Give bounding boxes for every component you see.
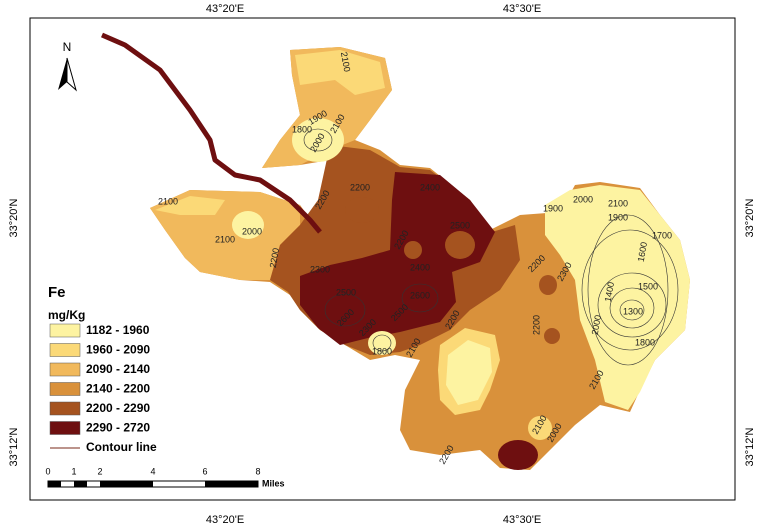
scale-segment bbox=[74, 481, 87, 487]
contour-label: 1700 bbox=[652, 230, 672, 240]
scale-segment bbox=[48, 481, 61, 487]
legend: Fe mg/Kg 1182 - 1960 1960 - 2090 2090 - 21… bbox=[48, 284, 157, 454]
legend-swatch bbox=[49, 343, 81, 357]
region bbox=[232, 211, 264, 239]
legend-swatch bbox=[49, 362, 81, 377]
scale-unit: Miles bbox=[262, 478, 285, 488]
region bbox=[155, 50, 385, 215]
longitude-label: 43°20'E bbox=[206, 514, 244, 526]
contour-label: 2100 bbox=[608, 198, 628, 208]
scale-segment bbox=[100, 481, 153, 487]
contour-label: 1900 bbox=[608, 212, 628, 222]
latitude-label: 33°20'N bbox=[744, 198, 756, 237]
legend-label: 1182 - 1960 bbox=[86, 323, 150, 337]
region bbox=[300, 172, 495, 345]
region bbox=[528, 416, 552, 440]
latitude-label: 33°12'N bbox=[744, 427, 756, 466]
legend-title: Fe bbox=[48, 284, 66, 301]
contour-label: 1500 bbox=[638, 281, 658, 291]
contour-label: 1800 bbox=[635, 337, 655, 347]
legend-label: Contour line bbox=[86, 440, 157, 454]
region bbox=[498, 440, 538, 470]
longitude-label: 43°20'E bbox=[206, 3, 244, 15]
contour-label: 2000 bbox=[573, 194, 593, 204]
contour-label: 2500 bbox=[336, 287, 356, 297]
longitude-label: 43°30'E bbox=[503, 514, 541, 526]
region bbox=[445, 231, 475, 259]
contour-label: 2200 bbox=[531, 315, 541, 335]
legend-swatch bbox=[49, 323, 81, 338]
contour-label: 2600 bbox=[410, 290, 430, 300]
contour-label: 1400 bbox=[603, 281, 616, 302]
surface-map bbox=[150, 47, 690, 470]
latitude-label: 33°20'N bbox=[8, 198, 20, 237]
north-label: N bbox=[63, 40, 72, 54]
contour-label: 2500 bbox=[450, 220, 470, 230]
scale-tick-label: 4 bbox=[150, 466, 155, 476]
region bbox=[539, 275, 557, 295]
region bbox=[292, 118, 344, 162]
contour-label: 1900 bbox=[543, 203, 563, 213]
scale-tick-label: 1 bbox=[71, 466, 76, 476]
longitude-label: 43°30'E bbox=[503, 3, 541, 15]
contour-label: 1300 bbox=[623, 306, 643, 316]
contour-label: 2100 bbox=[158, 196, 178, 206]
legend-label: 2090 - 2140 bbox=[86, 362, 150, 376]
scale-tick-label: 6 bbox=[202, 466, 207, 476]
contour-label: 2400 bbox=[420, 182, 440, 192]
contour-label: 2400 bbox=[410, 262, 430, 272]
scale-tick-label: 8 bbox=[255, 466, 260, 476]
legend-swatch bbox=[49, 421, 81, 435]
contour-label: 1600 bbox=[636, 241, 649, 262]
contour-label: 2200 bbox=[268, 247, 281, 268]
scale-segment bbox=[205, 481, 258, 487]
legend-label: 2200 - 2290 bbox=[86, 401, 150, 415]
legend-label: 2290 - 2720 bbox=[86, 421, 150, 435]
contour-label: 2100 bbox=[215, 234, 235, 244]
contour-label: 2000 bbox=[242, 226, 262, 236]
contour-label: 1800 bbox=[292, 124, 312, 134]
scale-tick-label: 2 bbox=[97, 466, 102, 476]
north-arrow: N bbox=[58, 40, 77, 92]
region bbox=[150, 47, 392, 280]
legend-label: 2140 - 2200 bbox=[86, 382, 150, 396]
contour-label: 2300 bbox=[310, 264, 330, 274]
legend-unit: mg/Kg bbox=[48, 308, 85, 322]
contour-label: 1800 bbox=[372, 346, 392, 356]
contour-label: 2200 bbox=[350, 182, 370, 192]
legend-swatch bbox=[49, 401, 81, 416]
region bbox=[446, 340, 492, 405]
contour-label: 2100 bbox=[339, 51, 352, 72]
contour-lines bbox=[303, 128, 679, 366]
region bbox=[368, 331, 396, 355]
region bbox=[544, 328, 560, 344]
latitude-label: 33°12'N bbox=[8, 427, 20, 466]
legend-swatch bbox=[49, 382, 81, 396]
region bbox=[404, 241, 422, 259]
region bbox=[545, 185, 690, 410]
legend-label: 1960 - 2090 bbox=[86, 343, 150, 357]
contour-label: 2000 bbox=[590, 314, 603, 335]
scale-tick-label: 0 bbox=[45, 466, 50, 476]
river bbox=[101, 32, 322, 234]
region bbox=[345, 197, 379, 223]
